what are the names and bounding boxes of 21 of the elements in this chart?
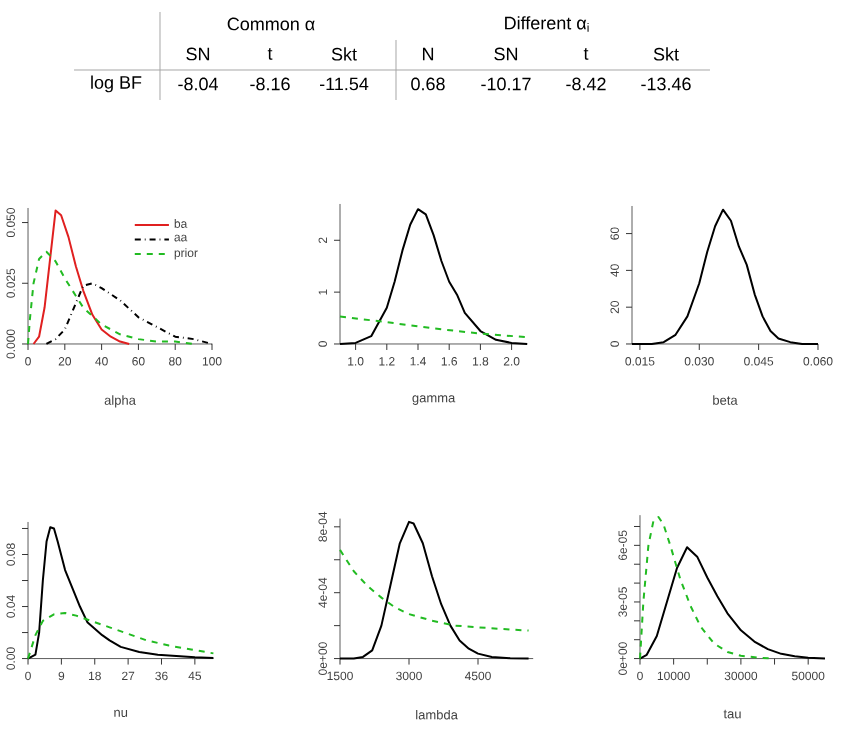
line-series xyxy=(27,526,215,660)
x-tick-label: SN xyxy=(494,47,518,61)
line-series xyxy=(339,315,529,339)
data-label: -8.16 xyxy=(250,77,290,91)
data-label: -11.54 xyxy=(319,77,369,91)
line-series xyxy=(339,520,530,660)
data-label: 0.68 xyxy=(411,77,445,91)
data-label: -10.17 xyxy=(481,77,531,91)
x-tick-label: N xyxy=(422,47,434,61)
line-series xyxy=(339,208,529,345)
annotation: Common α xyxy=(227,17,315,31)
x-tick-label: Skt xyxy=(331,47,357,61)
x-tick-label: SN xyxy=(186,47,210,61)
y-tick-label: log BF xyxy=(91,75,142,93)
data-label: -8.04 xyxy=(178,77,218,91)
x-tick-label: t xyxy=(267,48,273,60)
x-tick-label: Skt xyxy=(653,47,679,61)
data-label: -8.42 xyxy=(566,77,606,91)
data-label: -13.46 xyxy=(641,77,691,91)
annotation: Different α$_{i}$ xyxy=(505,16,589,32)
x-tick-label: t xyxy=(583,48,589,60)
